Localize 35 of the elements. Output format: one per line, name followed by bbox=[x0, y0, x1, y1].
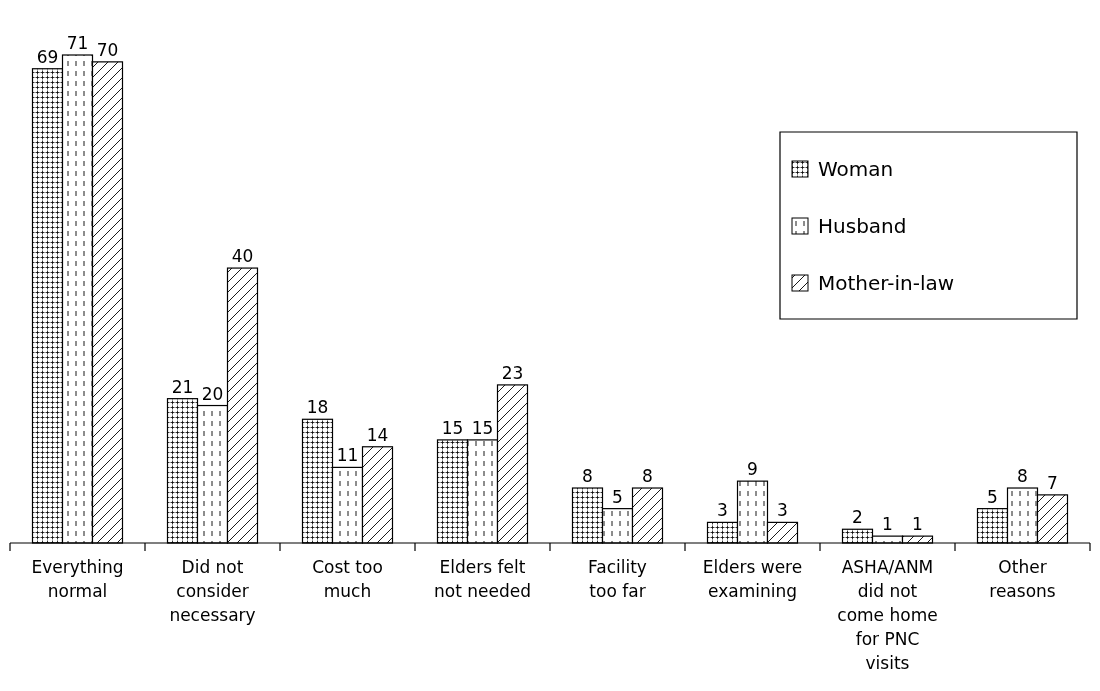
data-label: 5 bbox=[612, 486, 623, 507]
x-tick-label: Cost too much bbox=[312, 557, 383, 601]
x-tick-label: Everything normal bbox=[31, 557, 124, 601]
data-label: 20 bbox=[201, 383, 224, 404]
x-tick-label: Facility too far bbox=[588, 557, 647, 601]
legend-label: Mother-in-law bbox=[818, 271, 955, 295]
data-label: 8 bbox=[1017, 466, 1028, 487]
data-label: 15 bbox=[471, 417, 494, 438]
data-label: 2 bbox=[852, 507, 863, 528]
data-label: 1 bbox=[912, 514, 923, 535]
data-label: 14 bbox=[366, 424, 389, 445]
data-label: 11 bbox=[336, 445, 359, 466]
data-label: 8 bbox=[582, 466, 593, 487]
data-label: 9 bbox=[747, 459, 758, 480]
x-tick-label: Other reasons bbox=[989, 557, 1056, 601]
data-label: 21 bbox=[171, 376, 194, 397]
x-tick-label: Did not consider necessary bbox=[169, 557, 256, 625]
x-tick-label: ASHA/ANM did not come home for PNC visits bbox=[837, 557, 938, 673]
data-label: 5 bbox=[987, 486, 998, 507]
legend-label: Husband bbox=[818, 214, 907, 238]
data-label: 40 bbox=[231, 246, 254, 267]
data-label: 7 bbox=[1047, 472, 1058, 493]
data-label: 71 bbox=[66, 33, 89, 53]
x-tick-label: Elders were examining bbox=[702, 557, 803, 601]
data-label: 23 bbox=[501, 362, 524, 383]
data-label: 3 bbox=[777, 500, 788, 521]
legend-label: Woman bbox=[818, 157, 894, 181]
data-label: 1 bbox=[882, 514, 893, 535]
data-label: 70 bbox=[96, 39, 119, 60]
data-label: 69 bbox=[36, 46, 59, 67]
data-label: 15 bbox=[441, 417, 464, 438]
data-label: 3 bbox=[717, 500, 728, 521]
data-label: 8 bbox=[642, 466, 653, 487]
data-label: 18 bbox=[306, 397, 329, 418]
x-tick-label: Elders felt not needed bbox=[434, 557, 531, 601]
